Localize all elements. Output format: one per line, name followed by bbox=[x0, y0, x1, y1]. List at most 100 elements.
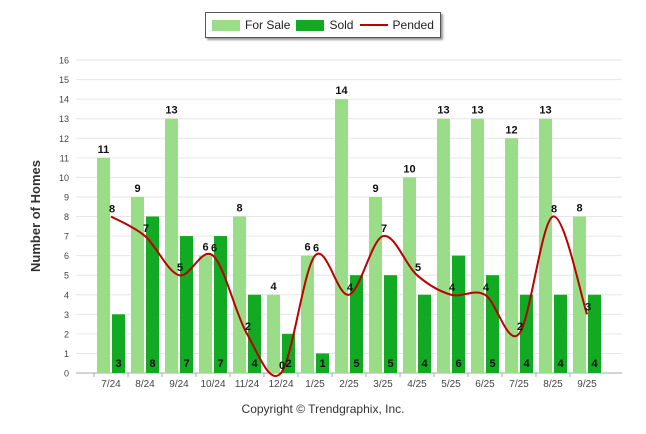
y-tick-label: 9 bbox=[64, 192, 69, 202]
legend-item-sold[interactable]: Sold bbox=[296, 18, 353, 32]
data-label-pended: 7 bbox=[143, 223, 149, 235]
y-axis-label: Number of Homes bbox=[28, 160, 43, 272]
data-label-sold: 1 bbox=[319, 358, 325, 370]
data-label-for-sale: 13 bbox=[437, 105, 449, 117]
y-tick-label: 14 bbox=[59, 95, 69, 105]
bar-for-sale bbox=[165, 118, 178, 373]
bar-for-sale bbox=[199, 255, 212, 373]
data-label-for-sale: 14 bbox=[335, 85, 348, 97]
bar-sold bbox=[146, 216, 159, 373]
bar-for-sale bbox=[267, 294, 280, 373]
bar-for-sale bbox=[97, 157, 110, 373]
y-tick-label: 11 bbox=[60, 153, 69, 163]
bar-sold bbox=[350, 275, 363, 373]
copyright-footer: Copyright © Trendgraphix, Inc. bbox=[241, 402, 405, 416]
bars bbox=[97, 99, 601, 373]
x-tick-label: 10/24 bbox=[200, 379, 225, 390]
y-tick-label: 4 bbox=[64, 290, 69, 300]
data-label-pended: 4 bbox=[449, 282, 456, 294]
x-tick-label: 7/25 bbox=[509, 379, 529, 390]
data-label-pended: 4 bbox=[347, 282, 354, 294]
data-label-pended: 2 bbox=[517, 321, 523, 333]
bar-for-sale bbox=[403, 177, 416, 373]
x-tick-label: 1/25 bbox=[305, 379, 325, 390]
bar-for-sale bbox=[505, 138, 518, 373]
legend-swatch-sold bbox=[296, 19, 325, 31]
data-label-sold: 4 bbox=[591, 358, 598, 370]
y-tick-label: 7 bbox=[64, 232, 69, 242]
bar-for-sale bbox=[335, 99, 348, 373]
legend: For Sale Sold Pended bbox=[205, 12, 441, 38]
data-label-sold: 5 bbox=[353, 358, 359, 370]
data-label-for-sale: 12 bbox=[505, 124, 517, 136]
data-label-for-sale: 6 bbox=[202, 242, 208, 254]
data-label-pended: 2 bbox=[245, 321, 251, 333]
data-label-pended: 3 bbox=[585, 301, 591, 313]
legend-label-pended: Pended bbox=[392, 18, 434, 32]
y-tick-label: 5 bbox=[64, 271, 69, 281]
y-tick-label: 10 bbox=[59, 173, 69, 183]
data-label-sold: 4 bbox=[557, 358, 564, 370]
bar-sold bbox=[112, 314, 125, 373]
x-tick-label: 5/25 bbox=[441, 379, 461, 390]
y-tick-label: 8 bbox=[64, 212, 69, 222]
pended-series-line bbox=[110, 215, 588, 377]
x-tick-label: 12/24 bbox=[268, 379, 293, 390]
bar-sold bbox=[452, 255, 465, 373]
data-label-for-sale: 8 bbox=[236, 203, 242, 215]
data-label-sold: 5 bbox=[489, 358, 495, 370]
legend-item-pended[interactable]: Pended bbox=[359, 18, 434, 32]
bar-for-sale bbox=[573, 216, 586, 373]
data-label-pended: 8 bbox=[551, 204, 557, 216]
data-label-for-sale: 13 bbox=[539, 105, 551, 117]
y-tick-label: 13 bbox=[59, 114, 69, 124]
data-label-for-sale: 11 bbox=[98, 144, 110, 156]
legend-swatch-for-sale bbox=[212, 19, 241, 31]
legend-item-for-sale[interactable]: For Sale bbox=[212, 18, 290, 32]
bar-sold bbox=[316, 353, 329, 373]
y-tick-label: 0 bbox=[64, 369, 69, 379]
data-label-for-sale: 13 bbox=[471, 105, 483, 117]
y-tick-label: 3 bbox=[64, 310, 69, 320]
bar-sold bbox=[418, 294, 431, 373]
bar-for-sale bbox=[471, 118, 484, 373]
data-label-sold: 8 bbox=[149, 358, 155, 370]
x-axis-ticks: 7/24 8/24 9/24 10/24 11/24 12/24 1/25 2/25 3/25 4… bbox=[93, 373, 597, 390]
y-tick-label: 12 bbox=[59, 134, 69, 144]
bar-sold bbox=[384, 275, 397, 373]
bar-sold bbox=[180, 236, 193, 373]
data-label-pended: 7 bbox=[381, 223, 387, 235]
data-label-for-sale: 9 bbox=[372, 183, 378, 195]
x-tick-label: 8/25 bbox=[543, 379, 563, 390]
data-label-sold: 7 bbox=[217, 358, 223, 370]
y-tick-label: 6 bbox=[64, 251, 69, 261]
data-labels: 1138987137567684242061614549571045136413… bbox=[98, 85, 599, 372]
data-label-for-sale: 13 bbox=[165, 105, 177, 117]
bar-for-sale bbox=[233, 216, 246, 373]
data-label-sold: 3 bbox=[115, 358, 121, 370]
x-tick-label: 7/24 bbox=[101, 379, 121, 390]
data-label-sold: 2 bbox=[285, 358, 291, 370]
data-label-sold: 6 bbox=[455, 358, 461, 370]
data-label-for-sale: 4 bbox=[270, 281, 277, 293]
x-tick-label: 6/25 bbox=[475, 379, 495, 390]
x-tick-label: 9/24 bbox=[169, 379, 189, 390]
data-label-pended: 6 bbox=[313, 243, 319, 255]
x-tick-label: 8/24 bbox=[135, 379, 155, 390]
legend-label-for-sale: For Sale bbox=[245, 18, 291, 32]
bar-for-sale bbox=[437, 118, 450, 373]
data-label-pended: 5 bbox=[177, 262, 183, 274]
data-label-sold: 4 bbox=[251, 358, 258, 370]
x-tick-label: 4/25 bbox=[407, 379, 427, 390]
bar-for-sale bbox=[539, 118, 552, 373]
bar-for-sale bbox=[131, 196, 144, 373]
data-label-for-sale: 10 bbox=[403, 163, 415, 175]
data-label-sold: 4 bbox=[523, 358, 530, 370]
legend-swatch-pended bbox=[359, 24, 388, 26]
x-tick-label: 9/25 bbox=[577, 379, 597, 390]
data-label-pended: 4 bbox=[483, 282, 490, 294]
bar-sold bbox=[520, 294, 533, 373]
data-label-for-sale: 6 bbox=[304, 242, 310, 254]
bar-sold bbox=[588, 294, 601, 373]
